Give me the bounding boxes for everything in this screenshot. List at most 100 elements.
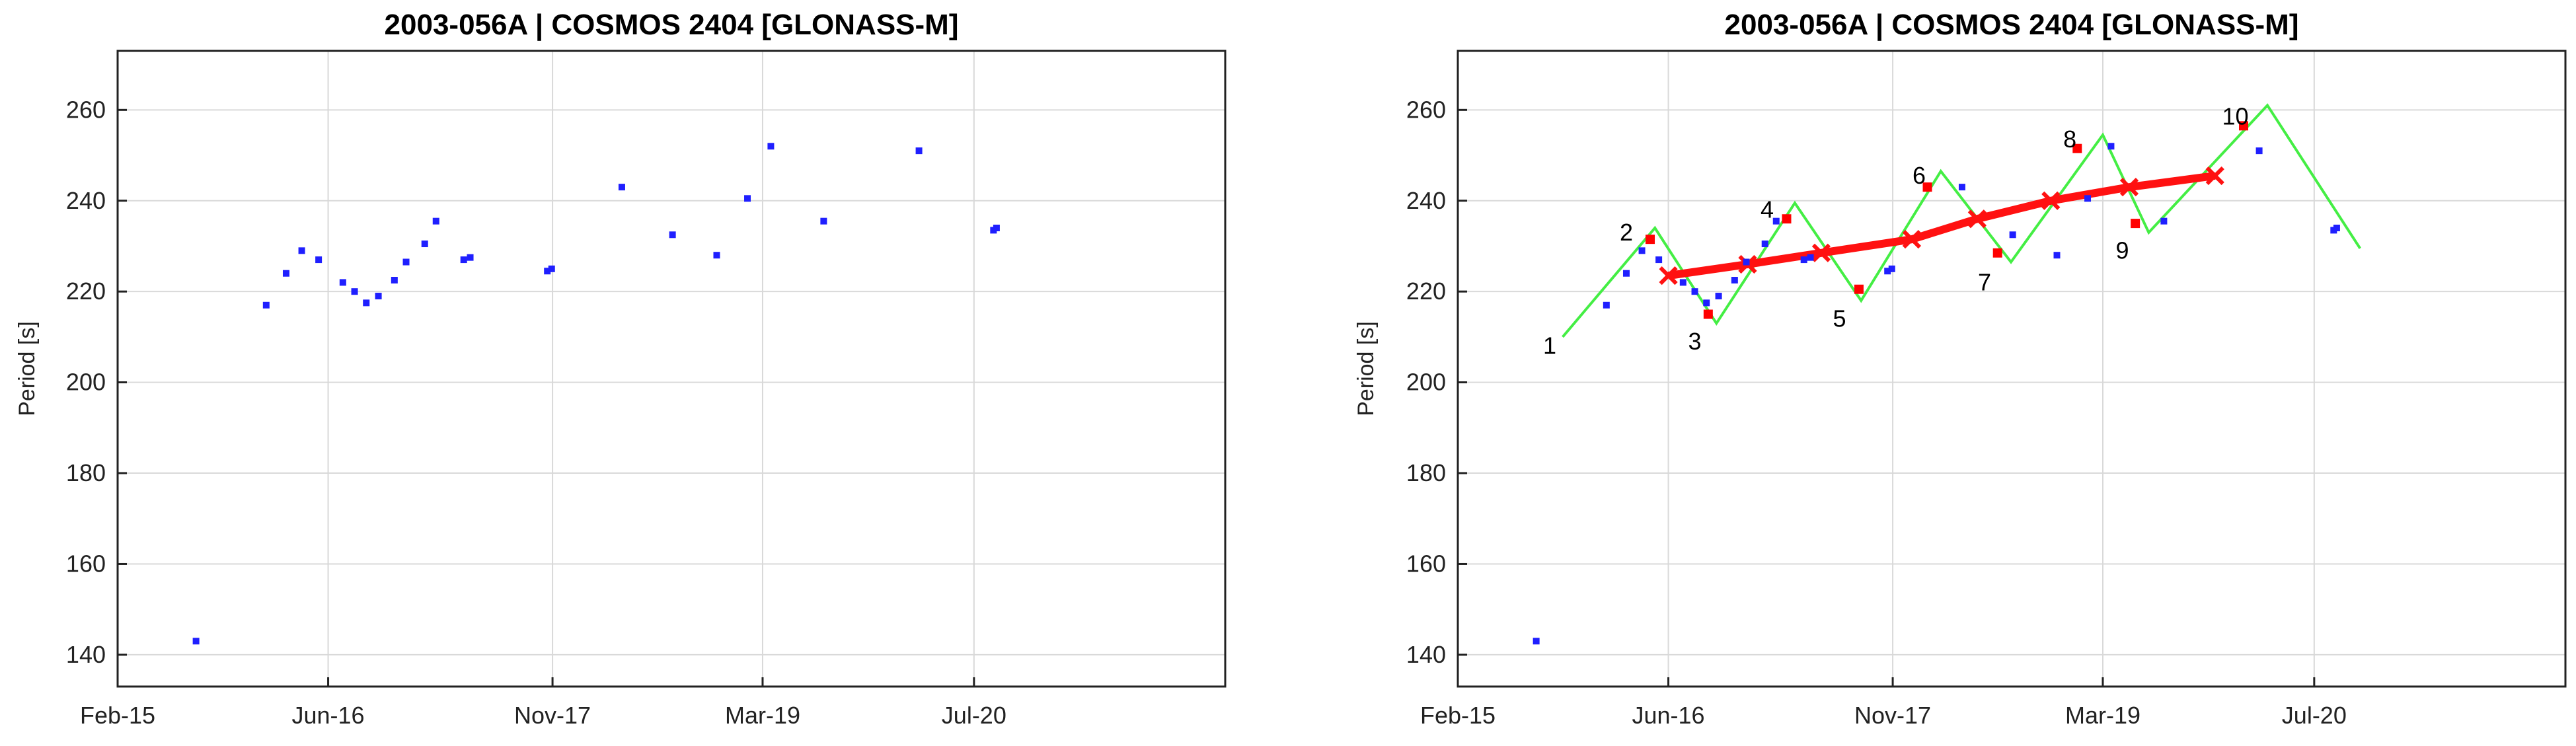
trend-marker-stroke bbox=[1902, 230, 1922, 249]
right-data-point bbox=[1772, 217, 1780, 225]
right-data-point bbox=[2053, 252, 2061, 259]
extremum-point bbox=[2238, 121, 2248, 131]
left-y-tick-label: 180 bbox=[66, 459, 106, 486]
trend-marker-stroke bbox=[1967, 209, 1987, 229]
trend-marker bbox=[1811, 243, 1831, 262]
left-y-tick-label: 220 bbox=[66, 278, 106, 305]
left-data-point bbox=[548, 265, 555, 272]
right-data-point bbox=[1691, 288, 1698, 295]
right-data-point bbox=[1703, 299, 1710, 307]
right-data-point bbox=[1622, 270, 1630, 277]
right-points bbox=[1533, 143, 2340, 645]
right-data-point bbox=[1807, 254, 1814, 261]
extremum-number-label: 1 bbox=[1543, 332, 1556, 359]
right-data-point bbox=[2009, 231, 2016, 239]
right-data-point bbox=[1884, 268, 1891, 275]
right-annotation-layer: 1 2 3 4 5 6 7 8 9 10 bbox=[1543, 103, 2249, 359]
trend-marker-stroke bbox=[2041, 191, 2061, 210]
left-y-tick-label: 140 bbox=[66, 641, 106, 668]
trend-marker bbox=[2041, 191, 2061, 210]
right-data-point bbox=[2255, 147, 2263, 155]
right-data-point bbox=[1731, 277, 1738, 284]
trend-marker bbox=[1659, 266, 1678, 285]
left-y-tick-label: 240 bbox=[66, 187, 106, 214]
right-data-point bbox=[1603, 301, 1610, 309]
left-data-point bbox=[544, 268, 551, 275]
left-data-point bbox=[467, 254, 474, 261]
left-data-point bbox=[315, 256, 322, 264]
left-x-tick-label: Nov-17 bbox=[514, 702, 591, 729]
chart-left: 2003-056A | COSMOS 2404 [GLONASS-M] Peri… bbox=[15, 9, 1227, 729]
trend-marker bbox=[2205, 166, 2224, 186]
chart-right: 2003-056A | COSMOS 2404 [GLONASS-M] Peri… bbox=[1353, 9, 2567, 729]
left-data-point bbox=[351, 288, 358, 295]
left-y-tick-label: 200 bbox=[66, 369, 106, 396]
left-y-tick-label: 260 bbox=[66, 96, 106, 123]
right-x-tick-label: Feb-15 bbox=[1420, 702, 1496, 729]
extremum-point bbox=[1782, 214, 1792, 224]
right-x-tick-label: Jul-20 bbox=[2282, 702, 2347, 729]
left-y-axis-label: Period [s] bbox=[15, 321, 40, 416]
right-x-tick-label: Mar-19 bbox=[2065, 702, 2140, 729]
right-data-point bbox=[1533, 638, 1540, 645]
extremum-number-label: 10 bbox=[2222, 103, 2249, 130]
extremum-number-label: 6 bbox=[1913, 162, 1926, 189]
left-data-point bbox=[192, 638, 200, 645]
right-y-tick-label: 260 bbox=[1406, 96, 1446, 123]
left-y-tick-label: 160 bbox=[66, 550, 106, 577]
left-data-point bbox=[460, 256, 467, 264]
extremum-point bbox=[1703, 309, 1713, 319]
extremum-number-label: 9 bbox=[2115, 237, 2129, 264]
extremum-point bbox=[1992, 248, 2002, 258]
extremum-number-label: 2 bbox=[1620, 219, 1633, 246]
right-data-point bbox=[1638, 247, 1646, 254]
left-data-point bbox=[363, 299, 370, 307]
left-data-point bbox=[713, 252, 720, 259]
left-data-point bbox=[391, 277, 398, 284]
left-x-tick-label: Feb-15 bbox=[80, 702, 155, 729]
left-data-point bbox=[669, 231, 676, 239]
right-y-tick-label: 140 bbox=[1406, 641, 1446, 668]
right-data-point bbox=[1679, 279, 1686, 286]
right-chart-title: 2003-056A | COSMOS 2404 [GLONASS-M] bbox=[1725, 9, 2299, 42]
right-x-tick-label: Nov-17 bbox=[1854, 702, 1931, 729]
right-data-point bbox=[2084, 195, 2092, 202]
right-y-tick-label: 180 bbox=[1406, 459, 1446, 486]
right-grid bbox=[1457, 51, 2565, 687]
left-data-point bbox=[744, 195, 751, 202]
right-y-axis-label: Period [s] bbox=[1353, 321, 1379, 416]
right-y-tick-label: 220 bbox=[1406, 278, 1446, 305]
left-x-tick-label: Jun-16 bbox=[292, 702, 365, 729]
trend-marker bbox=[1967, 209, 1987, 229]
left-data-point bbox=[282, 270, 289, 277]
right-y-tick-label: 160 bbox=[1406, 550, 1446, 577]
left-data-point bbox=[421, 241, 428, 248]
extremum-number-label: 5 bbox=[1833, 305, 1846, 332]
trend-marker-stroke bbox=[2205, 166, 2224, 186]
left-data-point bbox=[767, 143, 775, 150]
right-y-tick-label: 200 bbox=[1406, 369, 1446, 396]
left-x-tick-label: Mar-19 bbox=[725, 702, 800, 729]
left-chart-title: 2003-056A | COSMOS 2404 [GLONASS-M] bbox=[385, 9, 959, 42]
trend-marker-stroke bbox=[1659, 266, 1678, 285]
extremum-number-label: 3 bbox=[1688, 328, 1702, 355]
trend-line bbox=[1667, 172, 2216, 280]
left-data-point bbox=[402, 258, 410, 266]
left-x-tick-label: Jul-20 bbox=[942, 702, 1006, 729]
right-trend-layer bbox=[1659, 166, 2224, 285]
left-axes-frame bbox=[116, 50, 1227, 688]
left-data-point bbox=[339, 279, 346, 286]
extremum-point bbox=[1854, 284, 1864, 294]
trend-marker bbox=[1902, 230, 1922, 249]
right-extrema-layer bbox=[1646, 121, 2248, 319]
trend-marker bbox=[2119, 178, 2139, 197]
extremum-point bbox=[1922, 182, 1932, 192]
right-data-point bbox=[2333, 224, 2340, 231]
right-data-point bbox=[1800, 256, 1807, 264]
right-x-tick-label: Jun-16 bbox=[1632, 702, 1705, 729]
trend-marker-stroke bbox=[2119, 178, 2139, 197]
left-tick-labels: 140 160 180 200 220 240 260 Feb-15 Jun-16 Nov-17 M… bbox=[66, 96, 1006, 729]
left-data-point bbox=[262, 301, 270, 309]
left-data-point bbox=[820, 217, 827, 225]
